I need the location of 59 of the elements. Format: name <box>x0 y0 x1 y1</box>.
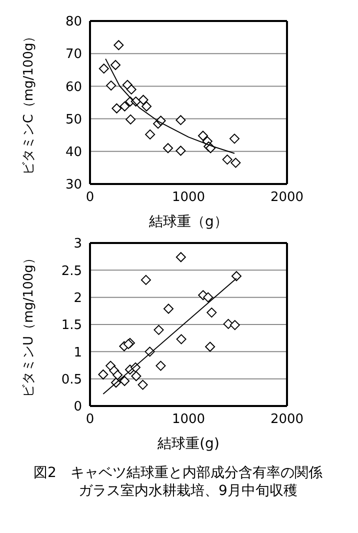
point <box>230 320 240 330</box>
point <box>222 154 232 165</box>
x-tick-label: 1000 <box>172 412 206 428</box>
x-tick-label: 1000 <box>172 190 206 206</box>
point <box>176 252 186 262</box>
y-tick-label: 70 <box>65 47 82 62</box>
y-tick-label: 30 <box>65 178 82 193</box>
point <box>131 371 142 382</box>
x-axis-title: 結球重（g） <box>148 214 228 230</box>
point <box>114 40 124 50</box>
point <box>176 146 186 156</box>
point <box>138 94 148 105</box>
point <box>106 80 116 91</box>
y-axis-title: ビタミンC（mg/100g） <box>22 30 37 176</box>
y-tick-label: 1.5 <box>61 318 82 334</box>
point <box>126 84 136 94</box>
x-tick-label: 0 <box>86 412 94 428</box>
point <box>231 271 242 282</box>
point <box>156 360 166 371</box>
y-tick-label: 2.5 <box>61 264 82 279</box>
point <box>140 274 151 285</box>
x-tick-label: 2000 <box>270 412 304 428</box>
point <box>164 304 174 314</box>
point <box>110 60 121 70</box>
y-tick-label: 80 <box>65 14 82 30</box>
point <box>120 376 130 386</box>
y-tick-label: 0.5 <box>61 372 82 388</box>
y-tick-label: 0 <box>74 400 82 415</box>
y-tick-label: 40 <box>65 145 82 160</box>
caption: 図2 キャベツ結球重と内部成分含有率の関係 <box>32 464 324 482</box>
x-tick-label: 0 <box>86 190 94 206</box>
y-tick-label: 3 <box>74 236 82 252</box>
y-tick-label: 1 <box>74 345 82 360</box>
point <box>230 158 241 168</box>
point <box>112 103 122 114</box>
point <box>205 342 216 352</box>
point <box>176 115 186 126</box>
point <box>154 324 164 335</box>
text: ガラス室内水耕栽培、9月中旬収穫 <box>78 482 298 500</box>
point <box>203 292 214 302</box>
point <box>98 64 109 74</box>
y-tick-label: 50 <box>65 112 82 128</box>
point <box>112 370 123 380</box>
point <box>176 334 186 344</box>
point <box>98 369 108 380</box>
point <box>120 101 130 112</box>
y-axis-title: ビタミンU（mg/100g） <box>22 252 37 398</box>
point <box>198 130 208 141</box>
x-tick-label: 2000 <box>270 190 304 206</box>
point <box>126 114 136 124</box>
y-tick-label: 2 <box>74 290 82 306</box>
point <box>163 143 174 154</box>
point <box>206 308 217 318</box>
x-axis-title: 結球重(g) <box>156 436 220 452</box>
point <box>142 101 152 112</box>
point <box>138 380 148 390</box>
point <box>145 129 156 140</box>
y-tick-label: 60 <box>65 80 82 95</box>
point <box>230 134 240 144</box>
